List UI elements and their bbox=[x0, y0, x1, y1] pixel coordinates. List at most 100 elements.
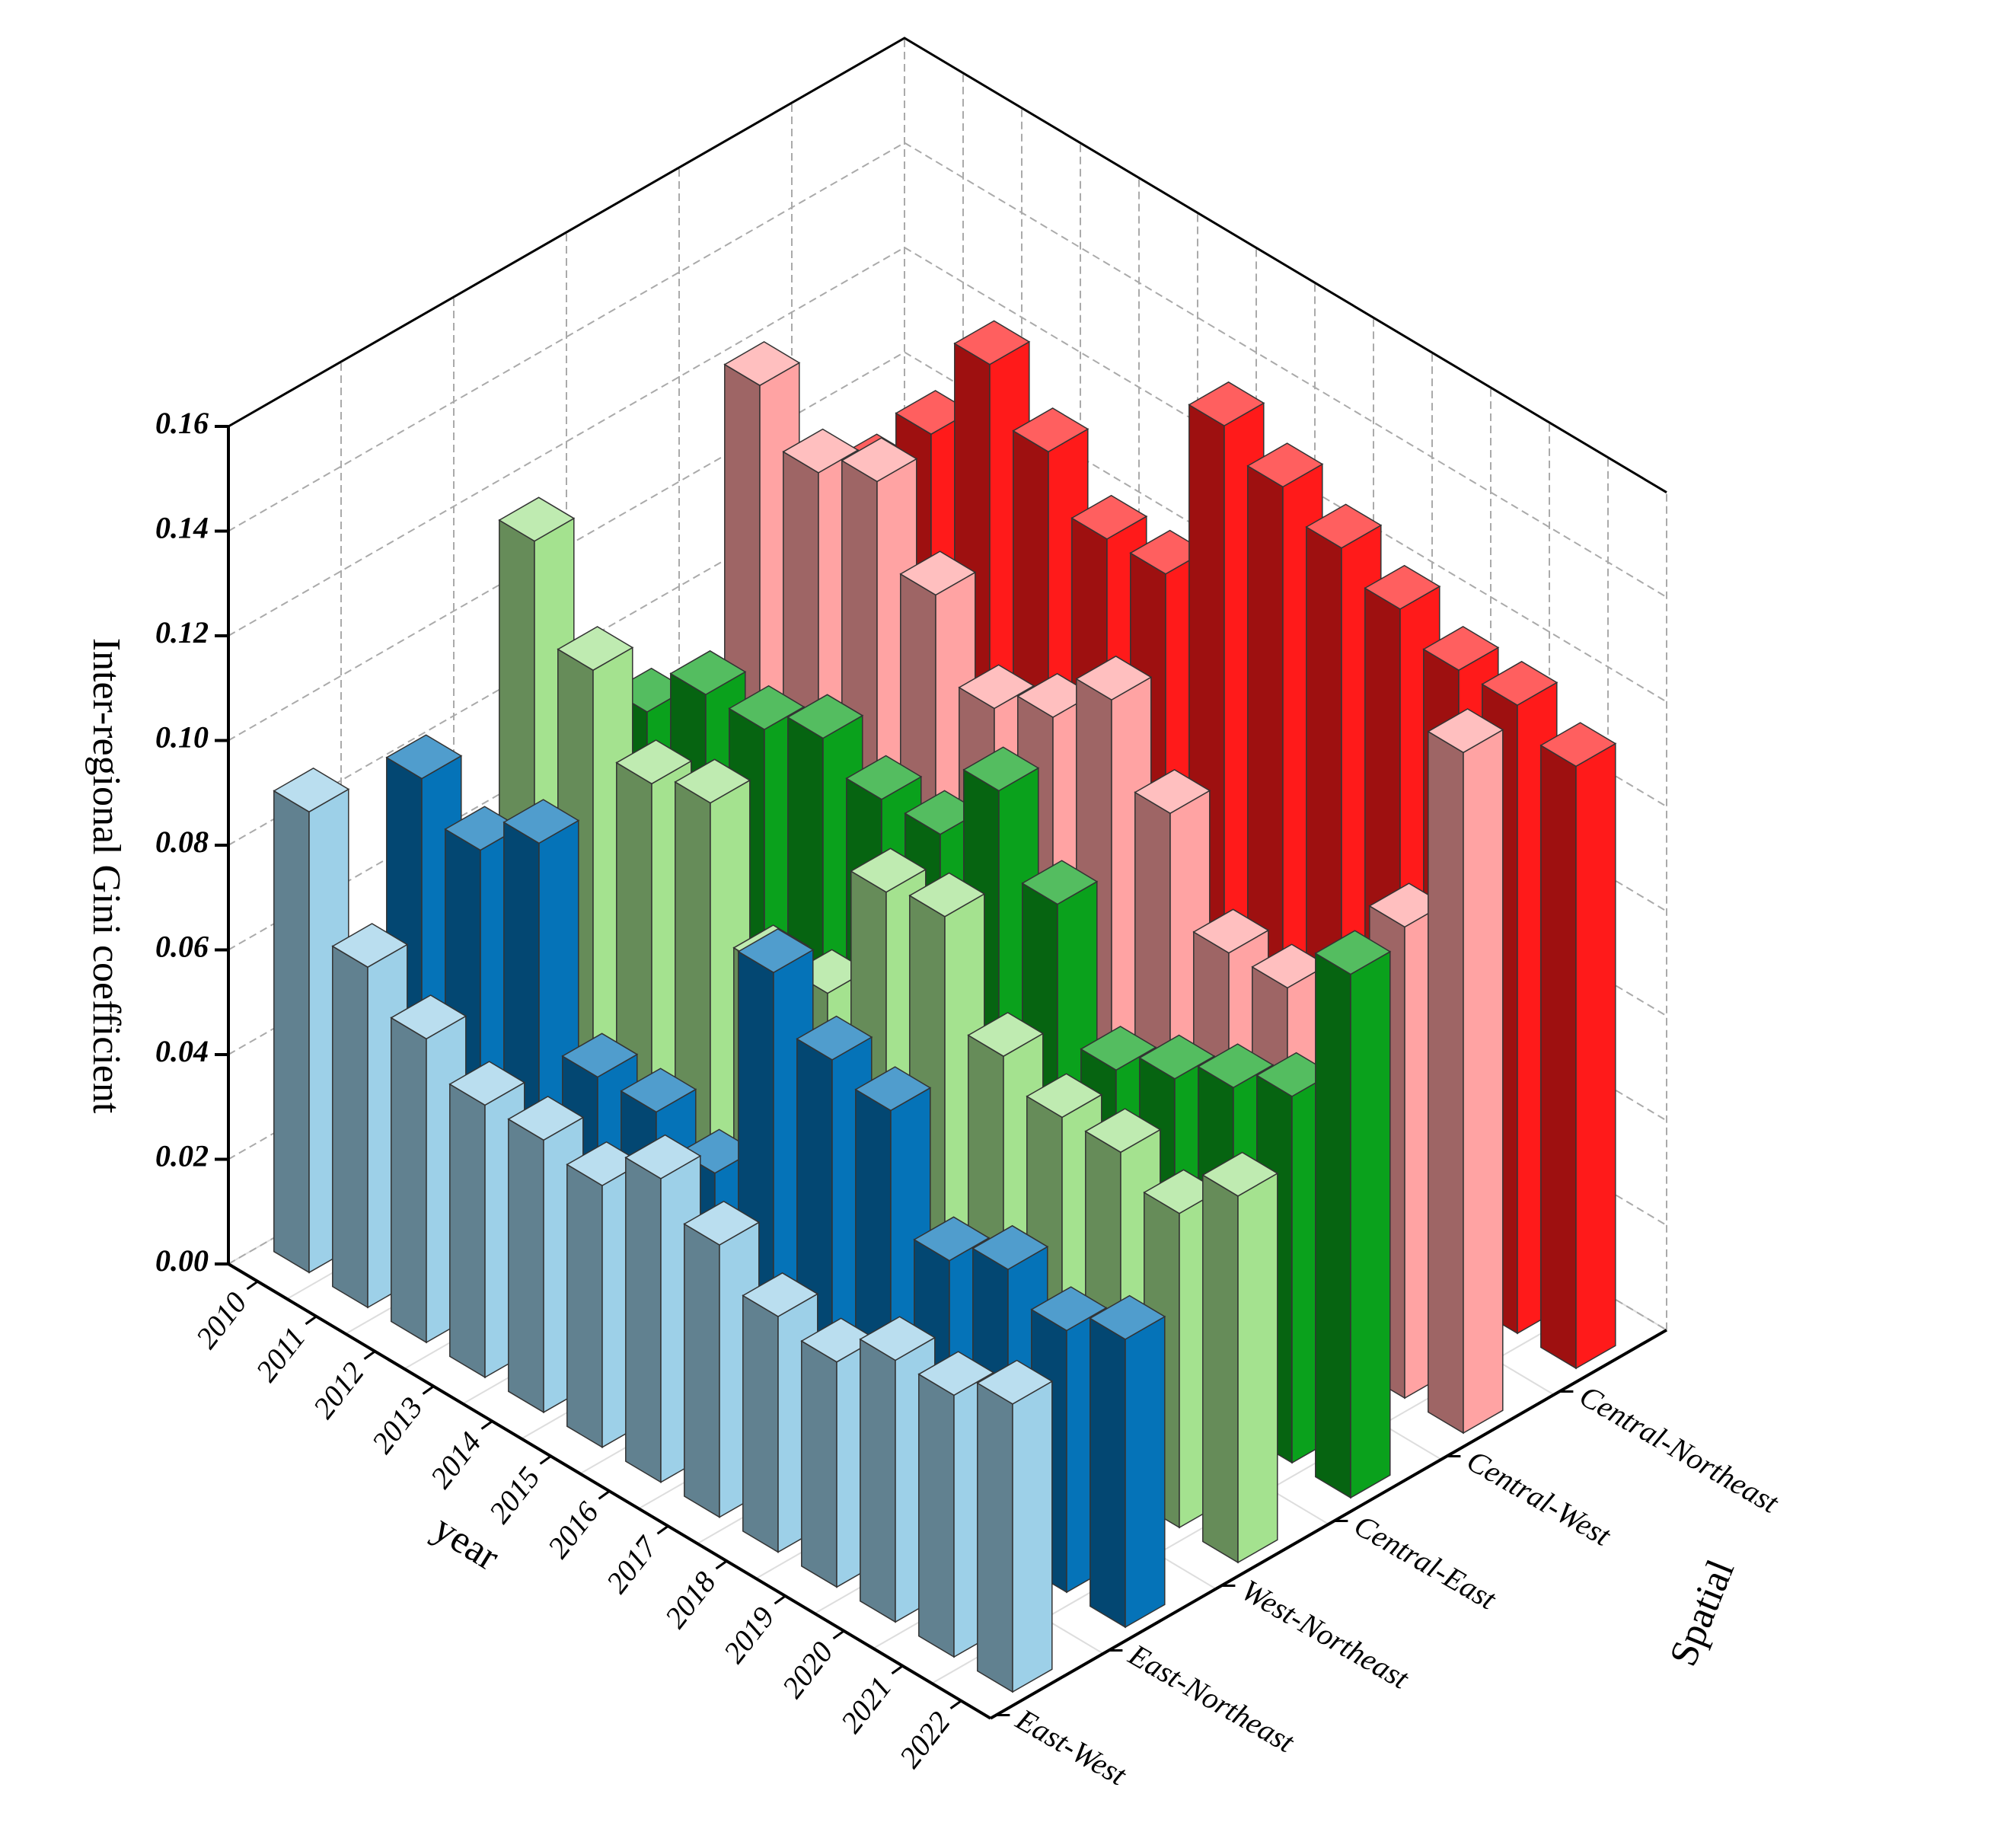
bar-side bbox=[391, 1017, 427, 1344]
x-tick bbox=[539, 1455, 552, 1465]
bar-top bbox=[1481, 660, 1559, 706]
z-axis-title: Spatial bbox=[1661, 1554, 1743, 1672]
y-tick-label: 0.04 bbox=[155, 1034, 209, 1068]
bar-side bbox=[625, 1156, 662, 1483]
bar-top bbox=[782, 428, 860, 474]
x-tick bbox=[422, 1385, 435, 1395]
bar-side bbox=[684, 1223, 720, 1518]
bar-top bbox=[742, 1272, 819, 1317]
bar-top bbox=[1364, 564, 1441, 610]
bar-top bbox=[1305, 503, 1383, 549]
bar-top bbox=[796, 1015, 873, 1061]
x-tick-label: 2017 bbox=[599, 1529, 665, 1599]
bar-top bbox=[1188, 381, 1265, 426]
grid-line bbox=[228, 142, 1667, 598]
bar-top bbox=[1075, 655, 1153, 701]
x-tick bbox=[363, 1350, 376, 1360]
bar-top bbox=[1012, 407, 1090, 453]
x-tick bbox=[949, 1700, 962, 1709]
x-tick-label: 2010 bbox=[189, 1285, 254, 1355]
x-tick-label: 2019 bbox=[716, 1601, 781, 1670]
x-tick-label: 2016 bbox=[541, 1495, 605, 1565]
bar-top bbox=[737, 928, 815, 974]
x-tick-label: 2022 bbox=[892, 1705, 957, 1774]
bar-top bbox=[273, 768, 350, 813]
bar-top bbox=[615, 739, 693, 785]
bar-top bbox=[1030, 1286, 1108, 1332]
bar-top bbox=[624, 1134, 702, 1179]
y-tick-label: 0.14 bbox=[155, 511, 209, 545]
bar-top bbox=[1427, 708, 1504, 754]
bar-top bbox=[854, 1066, 932, 1112]
z-tick-label: Central-Northeast bbox=[1574, 1378, 1785, 1520]
z-tick-label: West-Northeast bbox=[1236, 1572, 1415, 1696]
bar-side bbox=[1540, 744, 1577, 1370]
bar-top bbox=[385, 734, 463, 780]
bar-top bbox=[723, 341, 801, 387]
bar-top bbox=[962, 746, 1040, 792]
bar-front bbox=[1125, 1315, 1166, 1629]
bar-side bbox=[566, 1163, 603, 1449]
z-tick-label: East-Northeast bbox=[1122, 1637, 1300, 1760]
x-tick bbox=[656, 1525, 669, 1535]
y-tick-label: 0.00 bbox=[155, 1243, 209, 1278]
x-tick bbox=[891, 1664, 904, 1675]
bar-top bbox=[1089, 1294, 1166, 1340]
x-tick bbox=[305, 1315, 317, 1326]
bar-top bbox=[850, 847, 927, 893]
bar-top bbox=[448, 1061, 526, 1106]
box-edge bbox=[228, 37, 1667, 493]
bar-side bbox=[273, 790, 310, 1274]
bar-top bbox=[1138, 1034, 1216, 1080]
bar-top bbox=[1422, 626, 1500, 672]
bar bbox=[1314, 930, 1392, 1499]
bar-top bbox=[620, 1068, 697, 1113]
bar-top bbox=[669, 650, 747, 695]
x-tick-label: 2020 bbox=[775, 1635, 840, 1704]
bar-top bbox=[1080, 1026, 1157, 1071]
y-tick-label: 0.16 bbox=[155, 406, 209, 440]
bar-side bbox=[1202, 1173, 1239, 1564]
bar-top bbox=[498, 496, 576, 542]
bar-top bbox=[502, 799, 580, 844]
y-axis-title: Inter-regional Gini coefficient bbox=[85, 638, 128, 1114]
y-tick-label: 0.02 bbox=[155, 1139, 209, 1173]
bar-side bbox=[742, 1294, 779, 1553]
bar-front bbox=[1575, 742, 1616, 1370]
bar-side bbox=[801, 1339, 837, 1588]
x-tick-label: 2011 bbox=[249, 1320, 312, 1387]
bar-top bbox=[953, 320, 1031, 365]
z-tick-label: East-West bbox=[1010, 1702, 1132, 1792]
x-tick-label: 2014 bbox=[423, 1425, 488, 1495]
bar-top bbox=[1246, 442, 1324, 488]
bar bbox=[1089, 1294, 1166, 1629]
x-tick bbox=[480, 1420, 493, 1430]
bar bbox=[1427, 708, 1504, 1435]
bar-top bbox=[967, 1012, 1045, 1058]
bar bbox=[1201, 1151, 1279, 1564]
x-tick bbox=[598, 1490, 611, 1500]
bar-front bbox=[1350, 950, 1391, 1499]
bar-top bbox=[728, 685, 806, 730]
bar-side bbox=[1428, 730, 1464, 1435]
bar-top bbox=[917, 1351, 995, 1396]
bar-top bbox=[1026, 1073, 1103, 1119]
bar-front bbox=[1012, 1380, 1053, 1693]
z-axis bbox=[990, 1328, 1667, 1720]
bar-side bbox=[508, 1118, 544, 1414]
x-tick bbox=[246, 1280, 259, 1291]
y-tick-label: 0.06 bbox=[155, 930, 209, 964]
grid-line bbox=[228, 246, 1667, 703]
bar-top bbox=[507, 1096, 585, 1141]
bar-top bbox=[1021, 860, 1099, 905]
y-tick-label: 0.12 bbox=[155, 615, 209, 650]
bar-top bbox=[976, 1359, 1054, 1405]
bar-side bbox=[860, 1338, 896, 1623]
x-tick-label: 2012 bbox=[306, 1355, 371, 1425]
bar-front bbox=[1463, 729, 1504, 1435]
bar-top bbox=[390, 994, 467, 1040]
bar-top bbox=[674, 758, 751, 804]
bar-top bbox=[971, 1224, 1049, 1270]
bar-side bbox=[1090, 1317, 1126, 1629]
